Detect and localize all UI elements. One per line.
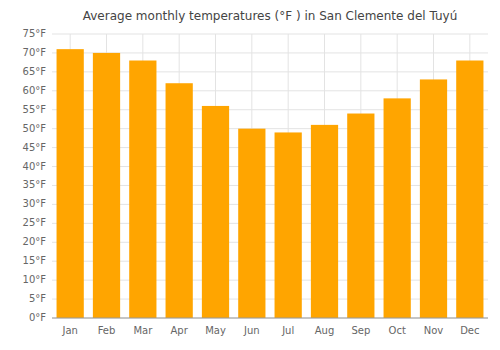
x-tick-label: Jan bbox=[61, 325, 77, 336]
x-axis-line bbox=[52, 318, 488, 319]
x-tick-label: Jun bbox=[243, 325, 260, 336]
y-axis: 0°F 5°F 10°F 15°F 20°F 25°F 30°F 35°F 40°F 45°F 50… bbox=[23, 28, 47, 323]
bar bbox=[420, 79, 447, 318]
chart-title: Average monthly temperatures (°F ) in Sa… bbox=[83, 9, 457, 23]
x-tick-label: Nov bbox=[424, 325, 444, 336]
x-tick-label: Apr bbox=[171, 325, 189, 336]
x-tick-label: May bbox=[205, 325, 226, 336]
y-tick-label: 0°F bbox=[29, 312, 46, 323]
y-tick-label: 40°F bbox=[23, 161, 47, 172]
bar bbox=[202, 106, 229, 318]
y-tick-label: 75°F bbox=[23, 28, 47, 39]
y-tick-label: 15°F bbox=[23, 255, 47, 266]
x-tick-label: Jul bbox=[281, 325, 294, 336]
y-tick-label: 70°F bbox=[23, 47, 47, 58]
y-tick-label: 65°F bbox=[23, 66, 47, 77]
y-grid-line bbox=[52, 318, 488, 319]
chart-container: 0°F 5°F 10°F 15°F 20°F 25°F 30°F 35°F 40°F 45°F 50… bbox=[0, 0, 500, 350]
x-tick-label: Sep bbox=[351, 325, 370, 336]
x-axis: Jan Feb Mar Apr May Jun Jul Aug Sep Oct Nov Dec bbox=[61, 325, 479, 336]
bar bbox=[166, 83, 193, 318]
x-tick-label: Oct bbox=[389, 325, 406, 336]
x-tick-label: Aug bbox=[315, 325, 335, 336]
y-tick-label: 55°F bbox=[23, 104, 47, 115]
bar bbox=[384, 98, 411, 318]
bar bbox=[57, 49, 84, 318]
y-tick-label: 5°F bbox=[29, 293, 46, 304]
y-tick-label: 50°F bbox=[23, 123, 47, 134]
y-tick-label: 20°F bbox=[23, 236, 47, 247]
y-tick-label: 25°F bbox=[23, 217, 47, 228]
y-tick-label: 35°F bbox=[23, 179, 47, 190]
bars bbox=[57, 49, 484, 318]
bar bbox=[347, 114, 374, 318]
x-tick-label: Feb bbox=[98, 325, 116, 336]
y-grid-line bbox=[52, 34, 488, 35]
y-tick-label: 30°F bbox=[23, 198, 47, 209]
chart-svg: 0°F 5°F 10°F 15°F 20°F 25°F 30°F 35°F 40°F 45°F 50… bbox=[0, 0, 500, 350]
y-tick-label: 60°F bbox=[23, 85, 47, 96]
y-tick-label: 45°F bbox=[23, 142, 47, 153]
x-tick-label: Dec bbox=[460, 325, 479, 336]
bar bbox=[275, 132, 302, 318]
bar bbox=[456, 61, 483, 318]
bar bbox=[93, 53, 120, 318]
x-tick-label: Mar bbox=[133, 325, 153, 336]
grid bbox=[52, 34, 488, 318]
y-tick-label: 10°F bbox=[23, 274, 47, 285]
bar bbox=[129, 61, 156, 318]
bar bbox=[238, 129, 265, 318]
bar bbox=[311, 125, 338, 318]
